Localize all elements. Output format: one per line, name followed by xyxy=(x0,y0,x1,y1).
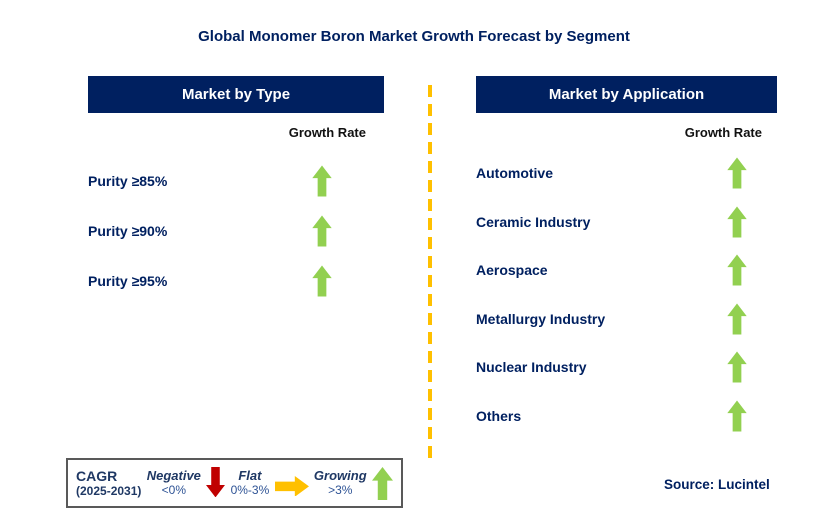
segment-label: Others xyxy=(476,407,522,424)
cagr-title-block: CAGR (2025-2031) xyxy=(76,468,141,499)
application-rows: Automotive Ceramic Industry Aerospace Me… xyxy=(476,149,777,440)
market-by-application-header: Market by Application xyxy=(476,76,777,113)
legend-item-flat: Flat 0%-3% xyxy=(231,468,270,498)
cagr-period: (2025-2031) xyxy=(76,483,142,498)
growth-up-arrow-icon xyxy=(727,400,747,432)
negative-range: <0% xyxy=(161,483,186,497)
growth-rate-column-header: Growth Rate xyxy=(684,125,762,140)
table-row: Others xyxy=(476,392,777,441)
flat-range: 0%-3% xyxy=(230,483,270,497)
market-by-type-header: Market by Type xyxy=(88,76,384,113)
growth-up-arrow-icon xyxy=(727,254,747,286)
cagr-legend: CAGR (2025-2031) Negative <0% Flat 0%-3%… xyxy=(66,458,403,508)
segment-label: Purity ≥85% xyxy=(88,173,168,189)
segment-label: Aerospace xyxy=(476,262,548,279)
segment-label: Purity ≥90% xyxy=(88,223,168,239)
legend-item-growing: Growing >3% xyxy=(314,468,367,498)
segment-label: Purity ≥95% xyxy=(88,273,168,289)
source-attribution: Source: Lucintel xyxy=(664,477,770,492)
legend-item-negative: Negative <0% xyxy=(147,468,201,498)
page-title: Global Monomer Boron Market Growth Forec… xyxy=(198,28,630,45)
table-row: Nuclear Industry xyxy=(476,343,777,392)
growth-up-arrow-icon xyxy=(727,157,747,189)
table-row: Metallurgy Industry xyxy=(476,295,777,344)
negative-label: Negative xyxy=(146,468,201,483)
segment-label: Metallurgy Industry xyxy=(476,310,606,327)
table-row: Ceramic Industry xyxy=(476,198,777,247)
cagr-label: CAGR xyxy=(76,467,118,484)
table-row: Purity ≥90% xyxy=(88,206,384,256)
flat-right-arrow-icon xyxy=(274,475,309,497)
negative-down-arrow-icon xyxy=(206,467,226,499)
table-row: Aerospace xyxy=(476,246,777,295)
panel-divider xyxy=(428,85,432,460)
type-rows: Purity ≥85% Purity ≥90% Purity ≥95% xyxy=(88,156,384,306)
table-row: Purity ≥95% xyxy=(88,256,384,306)
growth-up-arrow-icon xyxy=(727,351,747,383)
segment-label: Automotive xyxy=(476,165,553,182)
table-row: Automotive xyxy=(476,149,777,198)
growth-up-arrow-icon xyxy=(727,206,747,238)
growing-up-arrow-icon xyxy=(371,466,393,501)
growth-up-arrow-icon xyxy=(727,303,747,335)
growing-range: >3% xyxy=(328,483,353,497)
table-row: Purity ≥85% xyxy=(88,156,384,206)
segment-label: Nuclear Industry xyxy=(476,359,587,376)
market-by-application-panel: Market by Application Growth Rate Automo… xyxy=(476,76,777,432)
market-by-type-panel: Market by Type Growth Rate Purity ≥85% P… xyxy=(88,76,384,297)
segment-label: Ceramic Industry xyxy=(476,213,591,230)
growing-label: Growing xyxy=(313,468,367,483)
growth-up-arrow-icon xyxy=(312,165,332,197)
growth-up-arrow-icon xyxy=(312,215,332,247)
flat-label: Flat xyxy=(238,468,262,483)
growth-up-arrow-icon xyxy=(312,265,332,297)
growth-rate-column-header: Growth Rate xyxy=(288,125,366,140)
